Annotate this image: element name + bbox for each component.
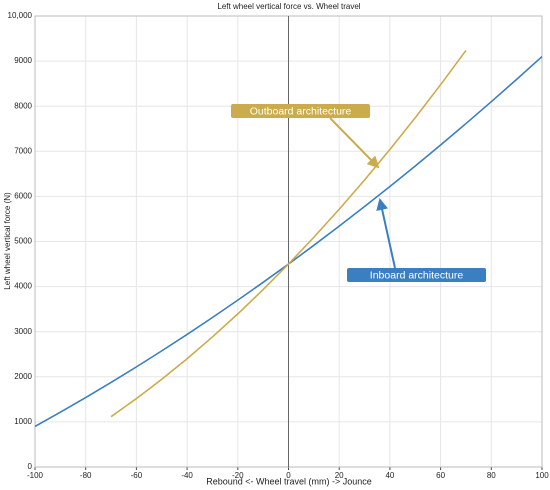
annotation-box [231, 104, 370, 118]
annotation-box [347, 268, 486, 282]
y-tick-label: 1000 [14, 417, 32, 426]
x-tick-label: 100 [535, 471, 549, 480]
x-axis-label: Rebound <- Wheel travel (mm) -> Jounce [206, 476, 372, 486]
x-tick-label: -60 [131, 471, 143, 480]
chart-title: Left wheel vertical force vs. Wheel trav… [217, 2, 360, 11]
x-tick-label: -20 [232, 471, 244, 480]
x-tick-label: 20 [335, 471, 344, 480]
annotation-text: Inboard architecture [370, 269, 464, 281]
y-tick-label: 6000 [14, 192, 32, 201]
y-tick-label: 0 [28, 462, 33, 471]
x-tick-label: 80 [487, 471, 496, 480]
x-tick-label: -100 [27, 471, 44, 480]
y-axis-label: Left wheel vertical force (N) [3, 192, 12, 290]
y-tick-label: 7000 [14, 146, 32, 155]
x-tick-label: 60 [436, 471, 445, 480]
x-tick-label: 40 [385, 471, 394, 480]
series-line [110, 49, 467, 418]
y-tick-label: 10,000 [8, 11, 33, 20]
y-tick-label: 4000 [14, 282, 32, 291]
y-tick-label: 8000 [14, 101, 32, 110]
y-tick-label: 3000 [14, 327, 32, 336]
y-tick-label: 2000 [14, 372, 32, 381]
x-tick-label: -80 [80, 471, 92, 480]
y-tick-label: 9000 [14, 56, 32, 65]
x-tick-label: 0 [286, 471, 291, 480]
y-tick-label: 5000 [14, 237, 32, 246]
annotation-arrow [376, 198, 396, 269]
x-tick-label: -40 [181, 471, 193, 480]
annotation-arrow [329, 117, 380, 169]
annotation-text: Outboard architecture [250, 105, 352, 117]
